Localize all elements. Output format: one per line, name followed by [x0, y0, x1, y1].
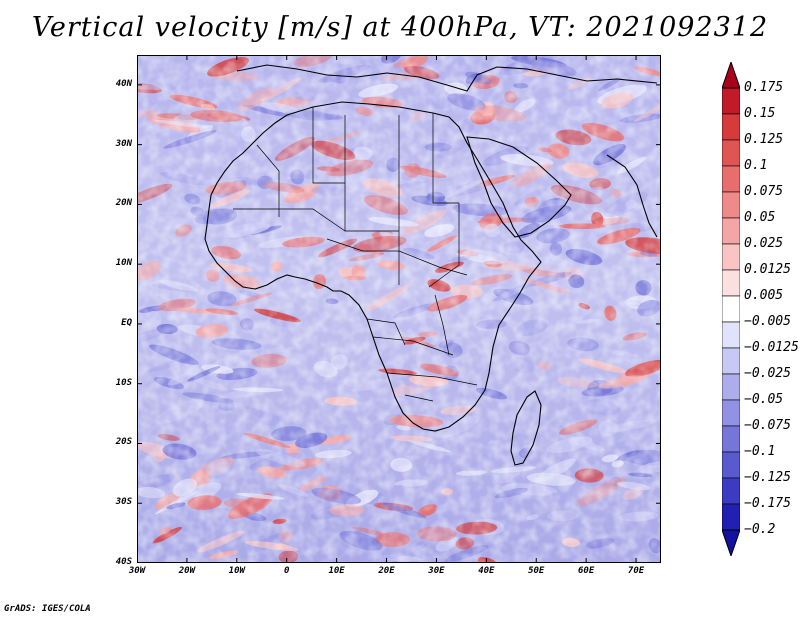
colorbar-label: 0.1 [744, 158, 768, 173]
lon-label: 70E [627, 566, 645, 576]
lon-label: 60E [578, 566, 595, 576]
colorbar-swatch [722, 295, 740, 323]
lat-label: 20S [115, 437, 132, 448]
lat-label: 10N [115, 258, 132, 269]
lon-label: 10E [328, 566, 345, 576]
lon-label: 20W [178, 566, 196, 576]
lat-label: 30S [115, 497, 132, 508]
colorbar-swatch [722, 477, 740, 505]
colorbar-top-arrow [722, 62, 740, 89]
madagascar [510, 390, 542, 466]
colorbar-swatch [722, 139, 740, 167]
map-title: Vertical velocity [m/s] at 400hPa, VT: 2… [31, 12, 769, 43]
colorbar-swatch [722, 425, 740, 453]
lat-label: 20N [115, 198, 132, 209]
lat-label: 10S [115, 377, 132, 388]
velocity-map [137, 55, 661, 563]
colorbar-swatch [722, 321, 740, 349]
colorbar-label: 0.05 [744, 210, 776, 225]
country-borders [233, 107, 478, 402]
grads-credit: GrADS: IGES/COLA [4, 604, 91, 614]
colorbar-swatch [722, 451, 740, 479]
colorbar-swatch [722, 165, 740, 193]
colorbar-label: 0.075 [744, 184, 784, 199]
map-panel: 40N 30N 20N 10N EQ 10S 20S 30S 40S 30W 20W 10W 0 10E… [116, 55, 661, 576]
colorbar-swatch [722, 269, 740, 297]
colorbar-label: −0.175 [744, 496, 791, 511]
india-coast [606, 154, 658, 238]
colorbar-bottom-arrow [722, 529, 740, 556]
colorbar-label: 0.125 [744, 132, 784, 147]
lat-label: 40N [115, 78, 132, 89]
lat-label: 40S [115, 557, 132, 567]
lon-label: 20E [378, 566, 395, 576]
colorbar-label: −0.2 [744, 522, 776, 537]
colorbar-label: 0.005 [744, 288, 784, 303]
colorbar-label: −0.075 [744, 418, 791, 433]
lat-label: 30N [115, 138, 132, 149]
colorbar-label: 0.15 [744, 106, 776, 121]
arabia-coast [466, 136, 572, 238]
colorbar-swatch [722, 191, 740, 219]
colorbar-label: 0.0125 [744, 262, 791, 277]
colorbar-label: −0.05 [744, 392, 784, 407]
europe-coast [236, 64, 658, 92]
colorbar-swatch [722, 503, 740, 531]
colorbar-swatch [722, 87, 740, 115]
lat-label: EQ [121, 317, 132, 328]
map-frame [137, 55, 661, 563]
colorbar-label: 0.025 [744, 236, 784, 251]
colorbar-swatch [722, 217, 740, 245]
colorbar-label: −0.0125 [744, 340, 799, 355]
lon-label: 50E [528, 566, 545, 576]
lon-label: 30E [428, 566, 445, 576]
colorbar-label: −0.125 [744, 470, 791, 485]
lon-label: 10W [228, 566, 245, 576]
lon-label: 40E [478, 566, 495, 576]
africa-coastline [204, 101, 542, 432]
colorbar-label: 0.175 [744, 80, 784, 95]
colorbar-swatch [722, 373, 740, 401]
lon-label: 30W [128, 566, 146, 576]
colorbar-swatch [722, 399, 740, 427]
coastlines [204, 64, 658, 466]
colorbar [722, 62, 740, 556]
colorbar-label: −0.025 [744, 366, 791, 381]
colorbar-label: −0.1 [744, 444, 776, 459]
colorbar-swatch [722, 347, 740, 375]
colorbar-swatch [722, 243, 740, 271]
colorbar-swatch [722, 113, 740, 141]
colorbar-label: −0.005 [744, 314, 791, 329]
lon-label: 0 [283, 566, 290, 576]
